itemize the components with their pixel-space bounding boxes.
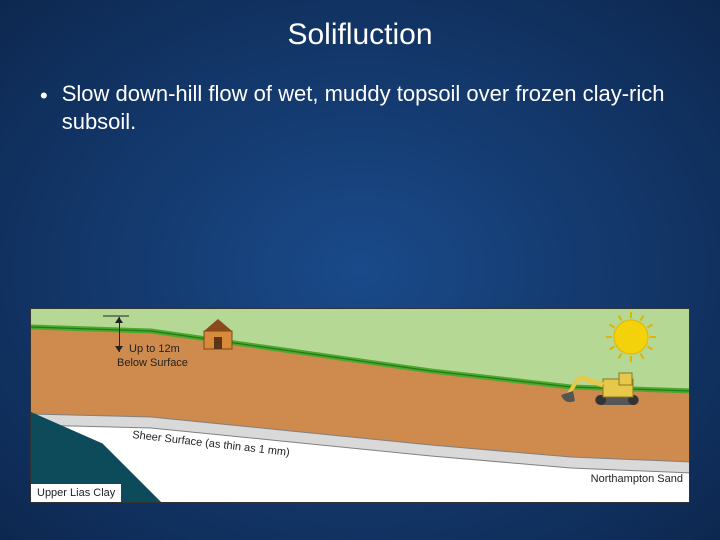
solifluction-diagram: Up to 12m Below Surface Sheer Surface (a…	[30, 308, 690, 503]
bullet-dot: •	[40, 82, 48, 110]
depth-label-line1: Up to 12m	[129, 343, 180, 355]
upper-lias-label: Upper Lias Clay	[31, 484, 121, 502]
bullet-text: Slow down-hill flow of wet, muddy topsoi…	[62, 80, 680, 135]
bullet-item: • Slow down-hill flow of wet, muddy tops…	[40, 80, 680, 135]
slide-title: Solifluction	[0, 18, 720, 52]
depth-arrow	[116, 317, 124, 352]
northampton-sand-label: Northampton Sand	[585, 470, 689, 488]
depth-label-line2: Below Surface	[117, 357, 188, 369]
bullet-list: • Slow down-hill flow of wet, muddy tops…	[40, 80, 680, 135]
